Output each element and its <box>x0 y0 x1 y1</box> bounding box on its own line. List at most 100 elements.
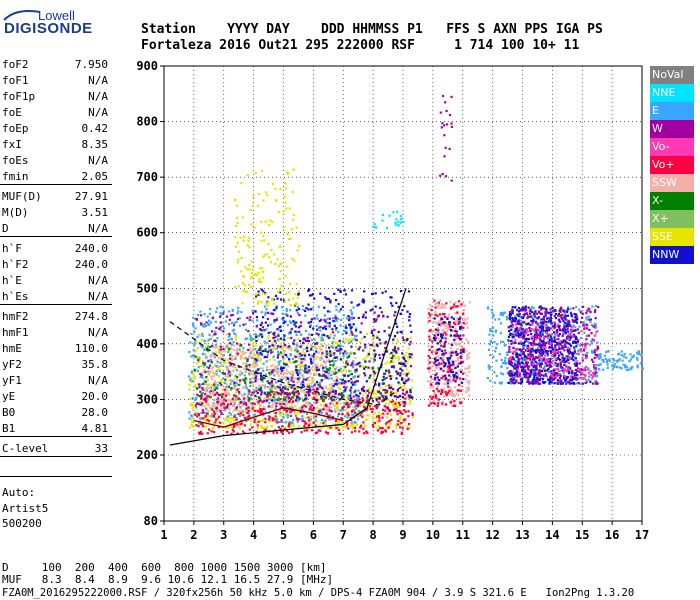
data-point <box>348 316 351 319</box>
data-point <box>539 338 542 341</box>
data-point <box>407 410 410 413</box>
data-point <box>283 428 286 431</box>
data-point <box>346 416 349 419</box>
data-point <box>495 329 498 332</box>
data-point <box>399 330 402 333</box>
data-point <box>348 369 351 373</box>
data-point <box>451 380 454 383</box>
data-point <box>330 399 334 402</box>
data-point <box>299 383 302 386</box>
data-point <box>268 345 271 348</box>
data-point <box>510 377 513 380</box>
data-point <box>400 432 403 435</box>
data-point <box>394 350 397 353</box>
data-point <box>532 349 535 352</box>
data-point <box>209 355 212 358</box>
data-point <box>372 392 375 395</box>
data-point <box>263 340 266 343</box>
data-point <box>331 357 335 360</box>
data-point <box>296 395 299 398</box>
data-point <box>451 306 454 309</box>
data-point <box>237 404 241 407</box>
data-point <box>575 313 578 316</box>
data-point <box>331 370 334 373</box>
data-point <box>270 312 273 315</box>
param-value: 4.81 <box>81 422 109 435</box>
data-point <box>296 355 300 358</box>
param-label: foEp <box>2 122 29 135</box>
data-point <box>328 360 331 363</box>
data-point <box>462 312 465 315</box>
data-point <box>233 332 236 335</box>
data-point <box>344 415 347 418</box>
data-point <box>437 306 440 309</box>
data-point <box>264 321 267 324</box>
data-point <box>554 313 557 316</box>
data-point <box>343 382 346 385</box>
data-point <box>276 328 279 331</box>
param-label: foF2 <box>2 58 29 71</box>
data-point <box>252 366 255 369</box>
data-point <box>313 297 316 300</box>
data-point <box>275 405 278 408</box>
data-point <box>288 393 291 396</box>
data-point <box>255 350 258 353</box>
data-point <box>194 383 197 386</box>
data-point <box>566 325 569 328</box>
data-point <box>385 424 388 427</box>
data-point <box>250 373 253 376</box>
data-point <box>319 421 323 424</box>
data-point <box>200 411 203 414</box>
data-point <box>402 384 406 388</box>
data-point <box>289 304 292 307</box>
data-point <box>376 334 379 337</box>
data-point <box>271 387 274 390</box>
data-point <box>345 361 348 364</box>
data-point <box>527 337 531 341</box>
data-point <box>334 392 337 395</box>
data-point <box>323 377 326 381</box>
data-point <box>502 340 505 344</box>
data-point <box>433 317 436 320</box>
data-point <box>318 382 321 385</box>
data-point <box>277 339 280 342</box>
data-point <box>432 400 435 403</box>
data-point <box>271 344 274 347</box>
data-point <box>275 381 278 384</box>
data-point <box>279 246 282 249</box>
data-point <box>334 341 337 345</box>
data-point <box>197 366 200 369</box>
data-point <box>282 226 285 229</box>
data-point <box>205 375 208 379</box>
data-point <box>213 404 216 408</box>
data-point <box>221 422 225 425</box>
data-point <box>255 340 258 343</box>
data-point <box>516 365 519 368</box>
data-point <box>218 370 222 373</box>
data-point <box>247 283 251 286</box>
data-point <box>493 341 496 344</box>
data-point <box>550 380 553 383</box>
data-point <box>347 403 350 406</box>
data-point <box>352 406 355 409</box>
data-point <box>205 424 208 428</box>
data-point <box>403 387 406 390</box>
data-point <box>290 349 293 352</box>
data-point <box>231 309 234 312</box>
data-point <box>250 276 253 279</box>
data-point <box>392 365 395 368</box>
data-point <box>336 405 339 408</box>
data-point <box>274 385 277 388</box>
data-point <box>308 294 312 297</box>
data-point <box>274 335 277 338</box>
data-point <box>396 338 399 341</box>
data-point <box>292 418 295 421</box>
data-point <box>328 372 331 375</box>
data-point <box>325 412 328 415</box>
data-point <box>342 352 345 355</box>
data-point <box>368 405 371 408</box>
data-point <box>259 372 262 375</box>
data-point <box>283 384 287 388</box>
data-point <box>452 351 455 354</box>
data-point <box>288 371 291 374</box>
